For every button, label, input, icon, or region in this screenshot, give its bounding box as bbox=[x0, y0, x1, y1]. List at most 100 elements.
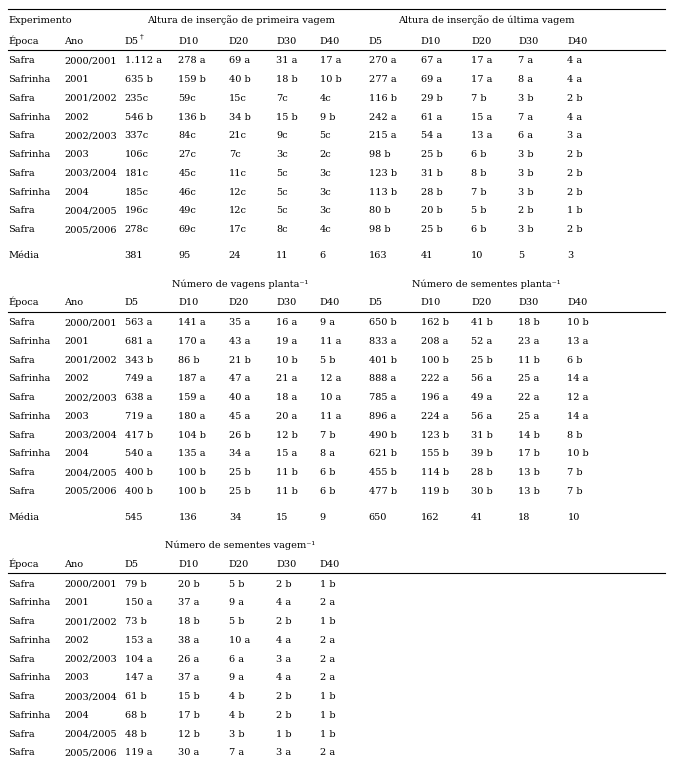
Text: 2001/2002: 2001/2002 bbox=[64, 617, 116, 626]
Text: 7c: 7c bbox=[229, 150, 240, 160]
Text: 8 a: 8 a bbox=[518, 75, 533, 84]
Text: 25 b: 25 b bbox=[471, 356, 493, 365]
Text: D20: D20 bbox=[229, 299, 249, 307]
Text: Altura de inserção de primeira vagem: Altura de inserção de primeira vagem bbox=[147, 15, 334, 25]
Text: 2 a: 2 a bbox=[320, 654, 334, 663]
Text: 104 a: 104 a bbox=[125, 654, 152, 663]
Text: 888 a: 888 a bbox=[369, 375, 396, 383]
Text: 3 b: 3 b bbox=[518, 225, 534, 234]
Text: Safra: Safra bbox=[8, 730, 35, 739]
Text: Número de sementes planta⁻¹: Número de sementes planta⁻¹ bbox=[413, 279, 561, 289]
Text: 4 b: 4 b bbox=[229, 692, 244, 701]
Text: 3 b: 3 b bbox=[229, 730, 244, 739]
Text: D20: D20 bbox=[471, 299, 491, 307]
Text: 31 a: 31 a bbox=[276, 56, 297, 65]
Text: 25 a: 25 a bbox=[518, 375, 540, 383]
Text: 15: 15 bbox=[276, 513, 288, 522]
Text: 6 b: 6 b bbox=[320, 468, 335, 477]
Text: 123 b: 123 b bbox=[369, 169, 397, 178]
Text: 3 a: 3 a bbox=[276, 654, 291, 663]
Text: 9: 9 bbox=[320, 513, 326, 522]
Text: 21c: 21c bbox=[229, 131, 247, 141]
Text: 1 b: 1 b bbox=[567, 207, 583, 216]
Text: 15 a: 15 a bbox=[276, 449, 297, 458]
Text: D5: D5 bbox=[369, 36, 383, 46]
Text: Safra: Safra bbox=[8, 94, 35, 103]
Text: 401 b: 401 b bbox=[369, 356, 397, 365]
Text: Experimento: Experimento bbox=[8, 16, 72, 25]
Text: Safrinha: Safrinha bbox=[8, 75, 50, 84]
Text: 11 b: 11 b bbox=[518, 356, 540, 365]
Text: D10: D10 bbox=[421, 299, 441, 307]
Text: 1 b: 1 b bbox=[320, 730, 335, 739]
Text: 9 b: 9 b bbox=[320, 112, 335, 122]
Text: 5: 5 bbox=[518, 252, 524, 261]
Text: 2003/2004: 2003/2004 bbox=[64, 431, 116, 439]
Text: 8 a: 8 a bbox=[320, 449, 334, 458]
Text: 39 b: 39 b bbox=[471, 449, 493, 458]
Text: Safra: Safra bbox=[8, 225, 35, 234]
Text: 10: 10 bbox=[471, 252, 483, 261]
Text: 7 b: 7 b bbox=[320, 431, 335, 439]
Text: 2 b: 2 b bbox=[276, 711, 291, 720]
Text: 1 b: 1 b bbox=[320, 692, 335, 701]
Text: 80 b: 80 b bbox=[369, 207, 390, 216]
Text: 11 b: 11 b bbox=[276, 487, 298, 496]
Text: 119 b: 119 b bbox=[421, 487, 449, 496]
Text: Safrinha: Safrinha bbox=[8, 375, 50, 383]
Text: 2004/2005: 2004/2005 bbox=[64, 207, 116, 216]
Text: 224 a: 224 a bbox=[421, 412, 448, 421]
Text: 25 b: 25 b bbox=[229, 487, 250, 496]
Text: 24: 24 bbox=[229, 252, 242, 261]
Text: 61 a: 61 a bbox=[421, 112, 442, 122]
Text: 141 a: 141 a bbox=[178, 318, 206, 327]
Text: 30 a: 30 a bbox=[178, 749, 200, 758]
Text: 4 a: 4 a bbox=[276, 636, 291, 645]
Text: D10: D10 bbox=[178, 299, 199, 307]
Text: 2003: 2003 bbox=[64, 673, 89, 682]
Text: 6 a: 6 a bbox=[518, 131, 533, 141]
Text: 100 b: 100 b bbox=[178, 468, 206, 477]
Text: 20 b: 20 b bbox=[178, 580, 200, 589]
Text: 11 a: 11 a bbox=[320, 412, 341, 421]
Text: 180 a: 180 a bbox=[178, 412, 206, 421]
Text: 400 b: 400 b bbox=[125, 468, 152, 477]
Text: Safrinha: Safrinha bbox=[8, 598, 50, 607]
Text: 2005/2006: 2005/2006 bbox=[64, 225, 116, 234]
Text: 4 a: 4 a bbox=[567, 75, 582, 84]
Text: D40: D40 bbox=[320, 560, 340, 569]
Text: 2 b: 2 b bbox=[567, 150, 583, 160]
Text: 25 b: 25 b bbox=[421, 150, 442, 160]
Text: 1 b: 1 b bbox=[320, 617, 335, 626]
Text: Safrinha: Safrinha bbox=[8, 673, 50, 682]
Text: 22 a: 22 a bbox=[518, 393, 540, 402]
Text: 181c: 181c bbox=[125, 169, 149, 178]
Text: 545: 545 bbox=[125, 513, 143, 522]
Text: 14 a: 14 a bbox=[567, 412, 589, 421]
Text: 4 a: 4 a bbox=[567, 112, 582, 122]
Text: Número de vagens planta⁻¹: Número de vagens planta⁻¹ bbox=[172, 279, 309, 289]
Text: 4c: 4c bbox=[320, 225, 331, 234]
Text: Média: Média bbox=[8, 252, 39, 261]
Text: 5 b: 5 b bbox=[471, 207, 487, 216]
Text: 196c: 196c bbox=[125, 207, 149, 216]
Text: 896 a: 896 a bbox=[369, 412, 396, 421]
Text: 56 a: 56 a bbox=[471, 412, 492, 421]
Text: 69 a: 69 a bbox=[229, 56, 250, 65]
Text: 3 a: 3 a bbox=[276, 749, 291, 758]
Text: 2 a: 2 a bbox=[320, 636, 334, 645]
Text: 196 a: 196 a bbox=[421, 393, 448, 402]
Text: 187 a: 187 a bbox=[178, 375, 206, 383]
Text: Safrinha: Safrinha bbox=[8, 636, 50, 645]
Text: 69c: 69c bbox=[178, 225, 196, 234]
Text: 621 b: 621 b bbox=[369, 449, 397, 458]
Text: 3 b: 3 b bbox=[518, 150, 534, 160]
Text: 27c: 27c bbox=[178, 150, 197, 160]
Text: 2 a: 2 a bbox=[320, 598, 334, 607]
Text: 235c: 235c bbox=[125, 94, 149, 103]
Text: 18 a: 18 a bbox=[276, 393, 297, 402]
Text: Safra: Safra bbox=[8, 487, 35, 496]
Text: 3c: 3c bbox=[320, 188, 331, 197]
Text: 3 a: 3 a bbox=[567, 131, 582, 141]
Text: D40: D40 bbox=[320, 36, 340, 46]
